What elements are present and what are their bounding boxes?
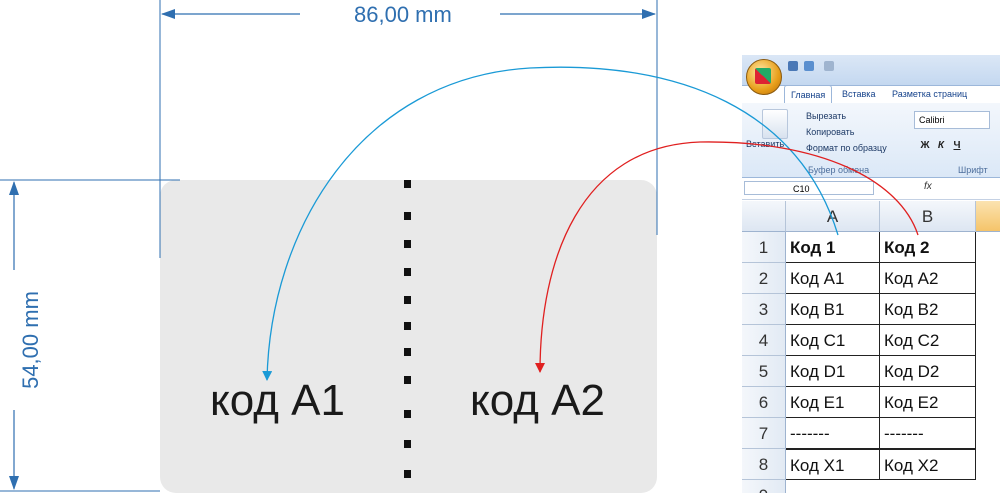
- cell-a4[interactable]: Код C1: [786, 325, 880, 356]
- row-header[interactable]: 1: [742, 232, 786, 263]
- column-header-a[interactable]: A: [786, 201, 880, 232]
- cut-button[interactable]: Вырезать: [806, 111, 847, 121]
- row-header[interactable]: 9: [742, 480, 786, 493]
- cell-b2[interactable]: Код A2: [880, 263, 976, 294]
- row-header[interactable]: 2: [742, 263, 786, 294]
- height-dimension-label: 54,00 mm: [17, 287, 44, 393]
- row-header[interactable]: 3: [742, 294, 786, 325]
- tab-page-layout[interactable]: Разметка страниц: [892, 89, 968, 99]
- fx-icon[interactable]: fx: [924, 181, 932, 192]
- cell-b6[interactable]: Код E2: [880, 387, 976, 418]
- formula-bar: C10 fx: [742, 179, 1000, 200]
- label-code-left: код A1: [210, 376, 345, 425]
- undo-icon[interactable]: [804, 61, 814, 71]
- cell-a7[interactable]: -------: [786, 418, 880, 449]
- cell-a3[interactable]: Код B1: [786, 294, 880, 325]
- cell-a1[interactable]: Код 1: [786, 232, 880, 263]
- paste-button[interactable]: Вставить: [746, 139, 785, 149]
- format-painter-button[interactable]: Формат по образцу: [806, 143, 887, 153]
- cell-b8[interactable]: Код X2: [880, 449, 976, 480]
- row-header[interactable]: 7: [742, 418, 786, 449]
- name-box[interactable]: C10: [744, 181, 874, 195]
- row-header[interactable]: 4: [742, 325, 786, 356]
- select-all-corner[interactable]: [742, 201, 786, 232]
- cell-a5[interactable]: Код D1: [786, 356, 880, 387]
- cell-a6[interactable]: Код E1: [786, 387, 880, 418]
- cell-a8[interactable]: Код X1: [786, 449, 880, 480]
- cell-b4[interactable]: Код C2: [880, 325, 976, 356]
- office-logo-icon: [755, 68, 771, 84]
- clipboard-group-label: Буфер обмена: [808, 165, 870, 175]
- row-header[interactable]: 6: [742, 387, 786, 418]
- tab-insert[interactable]: Вставка: [842, 89, 876, 99]
- cell-b1[interactable]: Код 2: [880, 232, 976, 263]
- copy-button[interactable]: Копировать: [806, 127, 855, 137]
- bold-button[interactable]: Ж: [920, 140, 930, 151]
- row-header[interactable]: 8: [742, 449, 786, 480]
- cell-b7[interactable]: -------: [880, 418, 976, 449]
- tab-home[interactable]: Главная: [784, 85, 833, 104]
- cell-a2[interactable]: Код A1: [786, 263, 880, 294]
- office-button[interactable]: [746, 59, 782, 95]
- paste-icon[interactable]: [762, 109, 788, 139]
- excel-window: Главная Вставка Разметка страниц Вставит…: [742, 55, 1000, 493]
- cell-b3[interactable]: Код B2: [880, 294, 976, 325]
- italic-button[interactable]: К: [937, 140, 945, 151]
- font-name-select[interactable]: Calibri: [914, 111, 990, 129]
- save-icon[interactable]: [788, 61, 798, 71]
- underline-button[interactable]: Ч: [953, 140, 961, 151]
- label-code-right: код A2: [470, 376, 605, 425]
- font-group-label: Шрифт: [958, 165, 988, 175]
- column-header-c[interactable]: [976, 201, 1000, 232]
- cell-b5[interactable]: Код D2: [880, 356, 976, 387]
- row-header[interactable]: 5: [742, 356, 786, 387]
- redo-icon[interactable]: [824, 61, 834, 71]
- width-dimension-label: 86,00 mm: [350, 2, 456, 28]
- column-header-b[interactable]: B: [880, 201, 976, 232]
